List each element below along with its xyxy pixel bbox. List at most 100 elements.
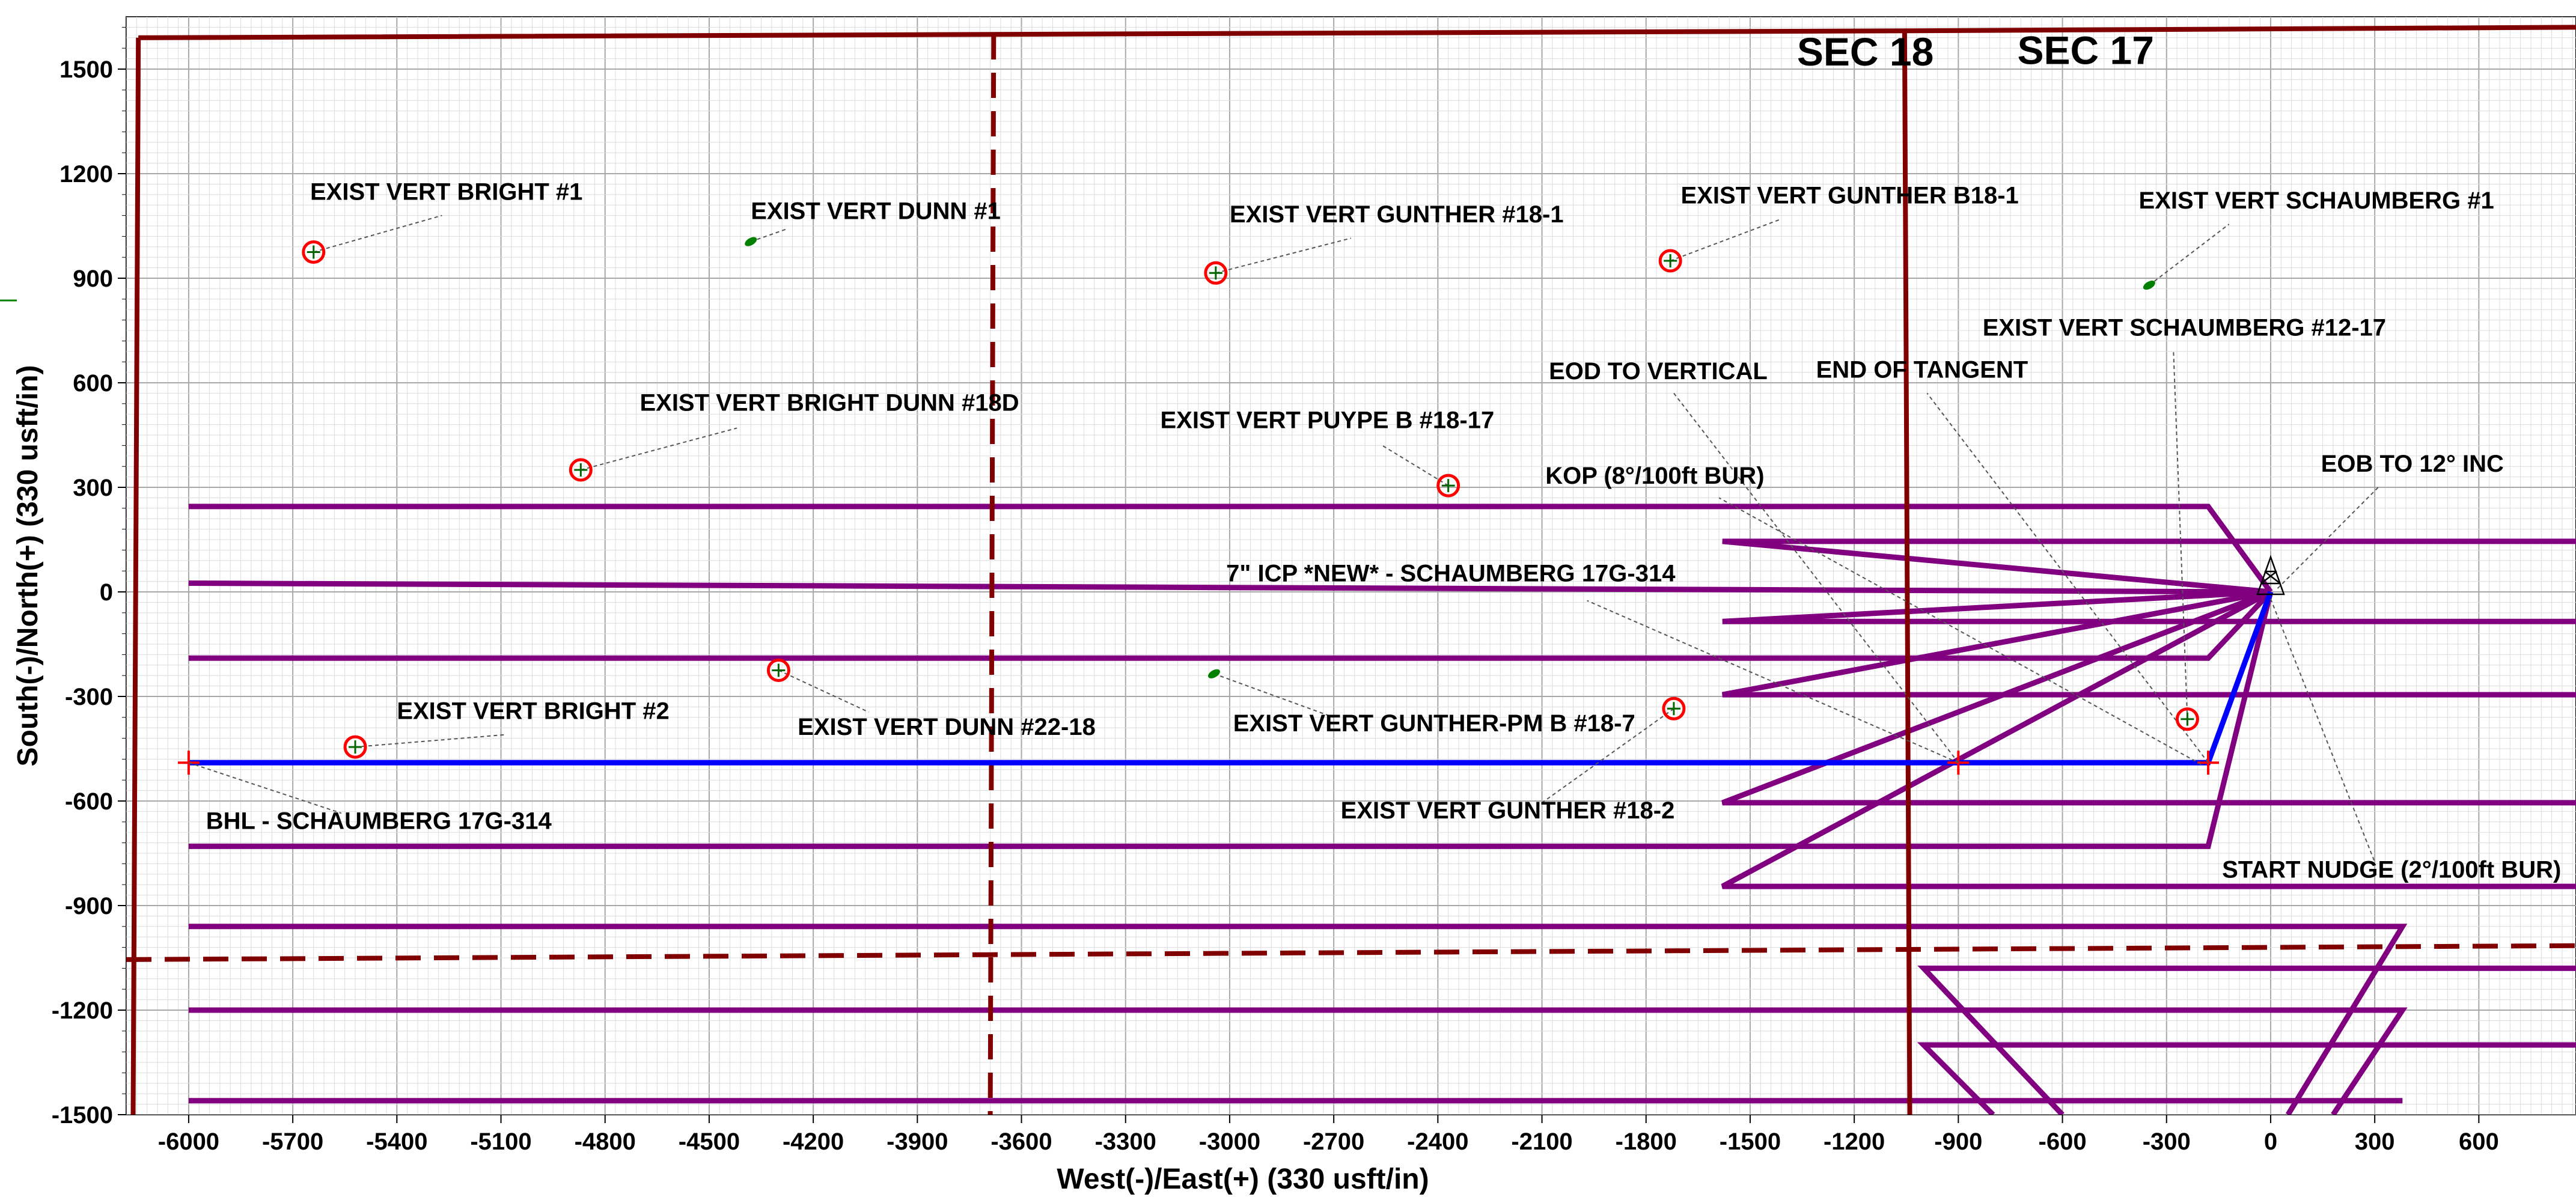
x-tick-label: -300 xyxy=(2143,1128,2191,1155)
annotation-label: EXIST VERT GUNTHER #18-2 xyxy=(1341,797,1675,824)
y-tick-label: 1500 xyxy=(60,56,113,83)
offset-well-line xyxy=(1917,965,2576,1115)
x-tick-label: -1500 xyxy=(1720,1128,1781,1155)
annotation-label: START NUDGE (2°/100ft BUR) xyxy=(2222,857,2561,883)
lease-boundary-line xyxy=(1902,32,1912,1115)
annotation-layer: EXIST VERT BRIGHT #1 EXIST VERT DUNN #1 EX… xyxy=(188,28,2561,883)
annotation-leader xyxy=(1215,237,1352,274)
x-tick-label: -2700 xyxy=(1303,1128,1364,1155)
lease-boundary-line xyxy=(130,37,141,1115)
annotation-label: BHL - SCHAUMBERG 17G-314 xyxy=(206,808,552,834)
annotation-leader xyxy=(778,669,869,713)
annotation-leader xyxy=(313,215,442,253)
y-tick-label: -600 xyxy=(65,788,113,815)
x-tick-label: -2400 xyxy=(1407,1128,1468,1155)
y-tick-label: -1500 xyxy=(52,1102,113,1128)
offset-well-marker xyxy=(343,735,367,759)
y-tick-label: 900 xyxy=(73,266,113,292)
x-tick-label: -3600 xyxy=(990,1128,1052,1155)
x-tick-label: -1800 xyxy=(1616,1128,1677,1155)
section-line-dashed xyxy=(126,943,2576,962)
annotation-label: EXIST VERT DUNN #1 xyxy=(751,198,1001,224)
offset-well-line xyxy=(188,1007,2408,1115)
vertical-well-marker xyxy=(745,237,757,246)
x-tick-label: -5400 xyxy=(366,1128,427,1155)
annotation-label: KOP (8°/100ft BUR) xyxy=(1545,463,1764,489)
x-axis-title: West(-)/East(+) (330 usft/in) xyxy=(1057,1163,1429,1195)
offset-well-marker xyxy=(1662,696,1686,720)
annotation-label: EXIST VERT GUNTHER B18-1 xyxy=(1680,182,2018,209)
annotation-leader xyxy=(1541,708,1674,803)
y-tick-label: 1200 xyxy=(60,161,113,187)
annotation-leader xyxy=(1926,392,2209,763)
section-line-dashed xyxy=(987,34,997,1115)
offset-well-line xyxy=(1721,589,2576,889)
offset-well-line xyxy=(188,924,2408,1115)
offset-well-marker xyxy=(1658,249,1682,273)
offset-well-line xyxy=(188,589,2273,661)
annotation-label: 7" ICP *NEW* - SCHAUMBERG 17G-314 xyxy=(1226,561,1676,587)
annotation-leader xyxy=(355,734,505,748)
offset-well-line xyxy=(188,580,2271,595)
annotation-leader xyxy=(2173,351,2188,719)
x-tick-label: -4200 xyxy=(783,1128,844,1155)
annotation-label: EXIST VERT BRIGHT #1 xyxy=(310,179,582,206)
y-tick-label: -300 xyxy=(65,684,113,710)
offset-well-line xyxy=(1722,538,2576,595)
annotation-label: EXIST VERT BRIGHT #2 xyxy=(397,698,669,725)
annotation-label: EXIST VERT SCHAUMBERG #1 xyxy=(2139,187,2494,214)
rig-icon xyxy=(2256,555,2285,595)
vertical-well-marker xyxy=(1207,669,1220,678)
y-tick-label: 0 xyxy=(100,579,113,606)
annotation-label: EOD TO VERTICAL xyxy=(1549,358,1768,385)
lease-boundary-line xyxy=(138,25,2576,40)
offset-well-line xyxy=(1917,1042,2576,1115)
x-tick-label: 300 xyxy=(2355,1128,2395,1155)
annotation-leader xyxy=(1718,497,2202,765)
axis-layer: -6000 -5700 -5400 -5100 -4800 -4500 -4200 -3900… xyxy=(0,26,2499,1155)
y-tick-label: -900 xyxy=(65,893,113,919)
annotation-label: EXIST VERT GUNTHER-PM B #18-7 xyxy=(1233,710,1635,737)
annotation-label: EXIST VERT GUNTHER #18-1 xyxy=(1230,201,1564,228)
x-tick-label: -900 xyxy=(1934,1128,1982,1155)
x-tick-label: -3300 xyxy=(1095,1128,1156,1155)
x-tick-label: -600 xyxy=(2039,1128,2087,1155)
annotation-leader xyxy=(2149,224,2230,286)
offset-well-line xyxy=(1721,589,2576,698)
annotation-label: END OF TANGENT xyxy=(1816,356,2028,383)
annotation-label: EXIST VERT DUNN #22-18 xyxy=(798,714,1096,740)
x-tick-label: -3000 xyxy=(1199,1128,1260,1155)
plot-background xyxy=(126,16,2576,1115)
offset-well-line xyxy=(188,504,2273,594)
annotation-leader xyxy=(581,427,737,471)
y-axis-title: South(-)/North(+) (330 usft/in) xyxy=(12,365,44,767)
annotation-leader xyxy=(1213,673,1334,718)
offset-well-marker xyxy=(766,659,790,682)
offset-well-line xyxy=(1721,589,2576,806)
offset-well-marker xyxy=(1436,474,1460,498)
y-tick-label: -1200 xyxy=(52,998,113,1024)
x-tick-label: 0 xyxy=(2264,1128,2277,1155)
rig-icon-brace xyxy=(2264,571,2281,584)
x-tick-label: -2100 xyxy=(1511,1128,1572,1155)
annotation-label: EXIST VERT PUYPE B #18-17 xyxy=(1160,407,1494,433)
x-tick-label: -6000 xyxy=(158,1128,219,1155)
offset-well-line xyxy=(188,591,2274,849)
y-tick-label: 300 xyxy=(73,475,113,501)
annotation-leader xyxy=(2270,598,2376,862)
offset-well-line xyxy=(1722,589,2576,624)
x-tick-label: 600 xyxy=(2459,1128,2499,1155)
annotation-leader xyxy=(1587,600,1959,764)
x-tick-label: -1200 xyxy=(1824,1128,1885,1155)
rig-icon-brace xyxy=(2260,571,2277,584)
x-tick-label: -4500 xyxy=(679,1128,740,1155)
section-label: SEC 17 xyxy=(2017,28,2153,72)
offset-well-marker xyxy=(1204,261,1228,285)
annotation-label: EXIST VERT SCHAUMBERG #12-17 xyxy=(1983,315,2386,341)
x-tick-label: -4800 xyxy=(575,1128,636,1155)
vertical-well-marker xyxy=(2143,281,2155,290)
offset-well-marker xyxy=(302,240,326,264)
annotation-label: EXIST VERT BRIGHT DUNN #18D xyxy=(639,389,1019,416)
x-tick-label: -3900 xyxy=(887,1128,948,1155)
